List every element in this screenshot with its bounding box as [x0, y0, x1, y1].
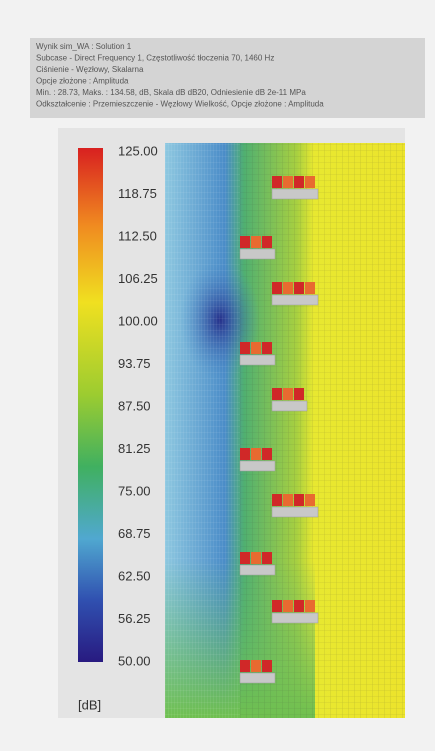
legend-label: 56.25 — [118, 611, 151, 626]
block-red — [294, 600, 304, 612]
block-red — [272, 282, 282, 294]
legend-label: 68.75 — [118, 526, 151, 541]
legend-label: 50.00 — [118, 653, 151, 668]
screen: Wynik sim_WA : Solution 1 Subcase - Direc… — [0, 0, 435, 751]
block-red — [294, 176, 304, 188]
legend-label: 81.25 — [118, 441, 151, 456]
block-red — [240, 448, 250, 460]
legend-label: 125.00 — [118, 143, 158, 158]
block-red — [240, 236, 250, 248]
block-red — [294, 494, 304, 506]
block-red — [240, 660, 250, 672]
block-red — [251, 660, 261, 672]
block-red — [272, 388, 282, 400]
block-red — [262, 236, 272, 248]
header-line: Opcje złożone : Amplituda — [36, 77, 129, 86]
block-red — [305, 282, 315, 294]
legend-label: 75.00 — [118, 483, 151, 498]
block-gray — [240, 673, 275, 683]
block-red — [272, 600, 282, 612]
legend-label: 62.50 — [118, 568, 151, 583]
block-red — [240, 342, 250, 354]
block-red — [283, 388, 293, 400]
legend-unit: [dB] — [78, 697, 101, 712]
header-line: Odkształcenie : Przemieszczenie - Węzłow… — [36, 100, 324, 109]
block-red — [283, 282, 293, 294]
block-gray — [272, 613, 318, 623]
header-line: Subcase - Direct Frequency 1, Częstotliw… — [36, 54, 274, 63]
legend-label: 100.00 — [118, 313, 158, 328]
block-red — [262, 448, 272, 460]
block-red — [251, 552, 261, 564]
legend-label: 87.50 — [118, 398, 151, 413]
contour-plot — [165, 143, 405, 718]
block-red — [251, 342, 261, 354]
block-gray — [240, 565, 275, 575]
block-red — [262, 552, 272, 564]
legend-label: 118.75 — [118, 186, 157, 201]
block-red — [305, 176, 315, 188]
block-red — [305, 494, 315, 506]
block-red — [283, 600, 293, 612]
block-gray — [272, 507, 318, 517]
block-gray — [272, 189, 318, 199]
block-red — [294, 282, 304, 294]
block-red — [294, 388, 304, 400]
block-gray — [240, 249, 275, 259]
header-line: Min. : 28.73, Maks. : 134.58, dB, Skala … — [36, 88, 306, 97]
block-red — [283, 494, 293, 506]
block-red — [283, 176, 293, 188]
color-bar — [78, 148, 103, 662]
block-red — [305, 600, 315, 612]
legend-label: 106.25 — [118, 271, 158, 286]
legend-label: 93.75 — [118, 356, 151, 371]
mesh-left — [165, 143, 240, 718]
legend-label: 112.50 — [118, 228, 157, 243]
block-red — [262, 660, 272, 672]
block-red — [262, 342, 272, 354]
header-line: Ciśnienie - Węzłowy, Skalarna — [36, 65, 144, 74]
block-red — [272, 494, 282, 506]
mesh-right — [240, 143, 405, 718]
block-gray — [272, 401, 307, 411]
block-red — [251, 448, 261, 460]
header-line: Wynik sim_WA : Solution 1 — [36, 42, 132, 51]
block-red — [251, 236, 261, 248]
block-red — [272, 176, 282, 188]
block-gray — [240, 355, 275, 365]
block-gray — [240, 461, 275, 471]
block-gray — [272, 295, 318, 305]
block-red — [240, 552, 250, 564]
